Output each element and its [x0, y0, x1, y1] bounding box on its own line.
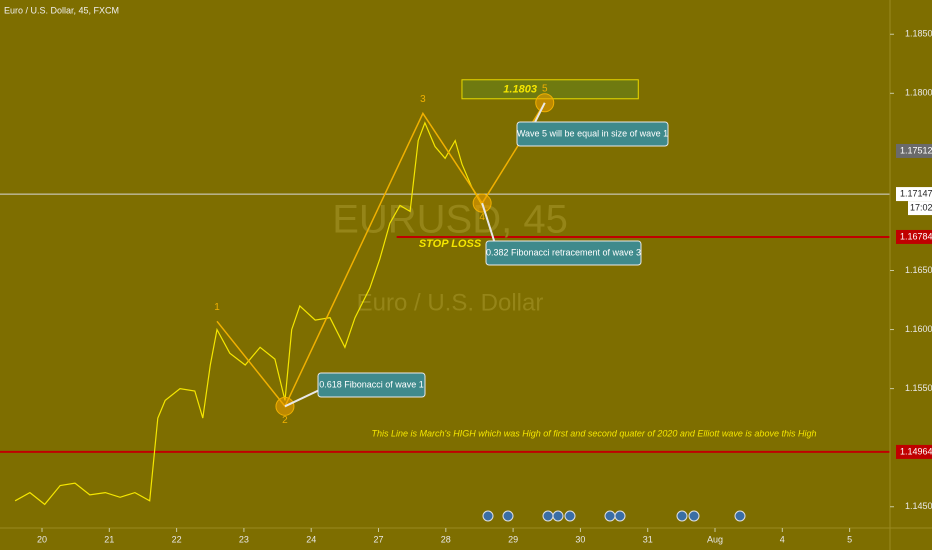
- target-label: 1.1803: [503, 84, 537, 96]
- price-line: [14, 121, 483, 506]
- price-tag-label: 1.17147: [900, 188, 932, 198]
- events: [482, 510, 746, 522]
- x-tick-label: 4: [780, 534, 785, 544]
- wave-label: 1: [214, 302, 220, 313]
- x-tick-label: 23: [239, 534, 249, 544]
- wave-label: 2: [282, 415, 288, 426]
- callout-text: Wave 5 will be equal in size of wave 1: [517, 128, 668, 138]
- note: This Line is March's HIGH which was High…: [372, 428, 817, 438]
- wave-label: 3: [420, 94, 426, 105]
- y-tick-label: 1.18000: [905, 88, 932, 98]
- countdown-tag: [908, 201, 932, 216]
- wave-label: 4: [479, 212, 485, 223]
- y-tick-label: 1.18500: [905, 29, 932, 39]
- price-tag-label: 1.17512: [900, 145, 932, 155]
- price-tag: [896, 229, 932, 244]
- x-tick-label: 20: [37, 534, 47, 544]
- x-tick-label: 29: [508, 534, 518, 544]
- x-tick-label: 27: [373, 534, 383, 544]
- callout-text: 0.382 Fibonacci retracement of wave 3: [486, 247, 641, 257]
- price-tag: [896, 143, 932, 158]
- y-tick-label: 1.14500: [905, 501, 932, 511]
- watermark: Euro / U.S. Dollar: [357, 289, 544, 316]
- x-tick-label: 31: [643, 534, 653, 544]
- price-tag: [896, 187, 932, 202]
- chart-title: Euro / U.S. Dollar, 45, FXCM: [4, 5, 119, 15]
- x-tick-label: 28: [441, 534, 451, 544]
- wave-label: 5: [542, 83, 548, 94]
- watermark: EURUSD, 45: [332, 198, 568, 242]
- x-tick-label: 5: [847, 534, 852, 544]
- wave-line: [216, 102, 546, 408]
- price-tag-label: 1.16784: [900, 231, 932, 241]
- x-tick-label: 30: [575, 534, 585, 544]
- callout-text: 0.618 Fibonacci of wave 1: [319, 379, 424, 389]
- x-tick-label: 24: [306, 534, 316, 544]
- price-tag-label: 1.14964: [900, 446, 932, 456]
- x-tick-label: 21: [104, 534, 114, 544]
- y-tick-label: 1.16000: [905, 324, 932, 334]
- y-tick-label: 1.16500: [905, 265, 932, 275]
- y-tick-label: 1.15500: [905, 383, 932, 393]
- callout-box: [516, 121, 669, 147]
- stop-loss-label: STOP LOSS: [419, 238, 482, 250]
- callout-box: [485, 240, 642, 266]
- x-tick-label: Aug: [707, 534, 723, 544]
- price-tag: [896, 444, 932, 459]
- callout-box: [317, 372, 426, 398]
- countdown: 17:02: [910, 202, 932, 212]
- x-tick-label: 22: [172, 534, 182, 544]
